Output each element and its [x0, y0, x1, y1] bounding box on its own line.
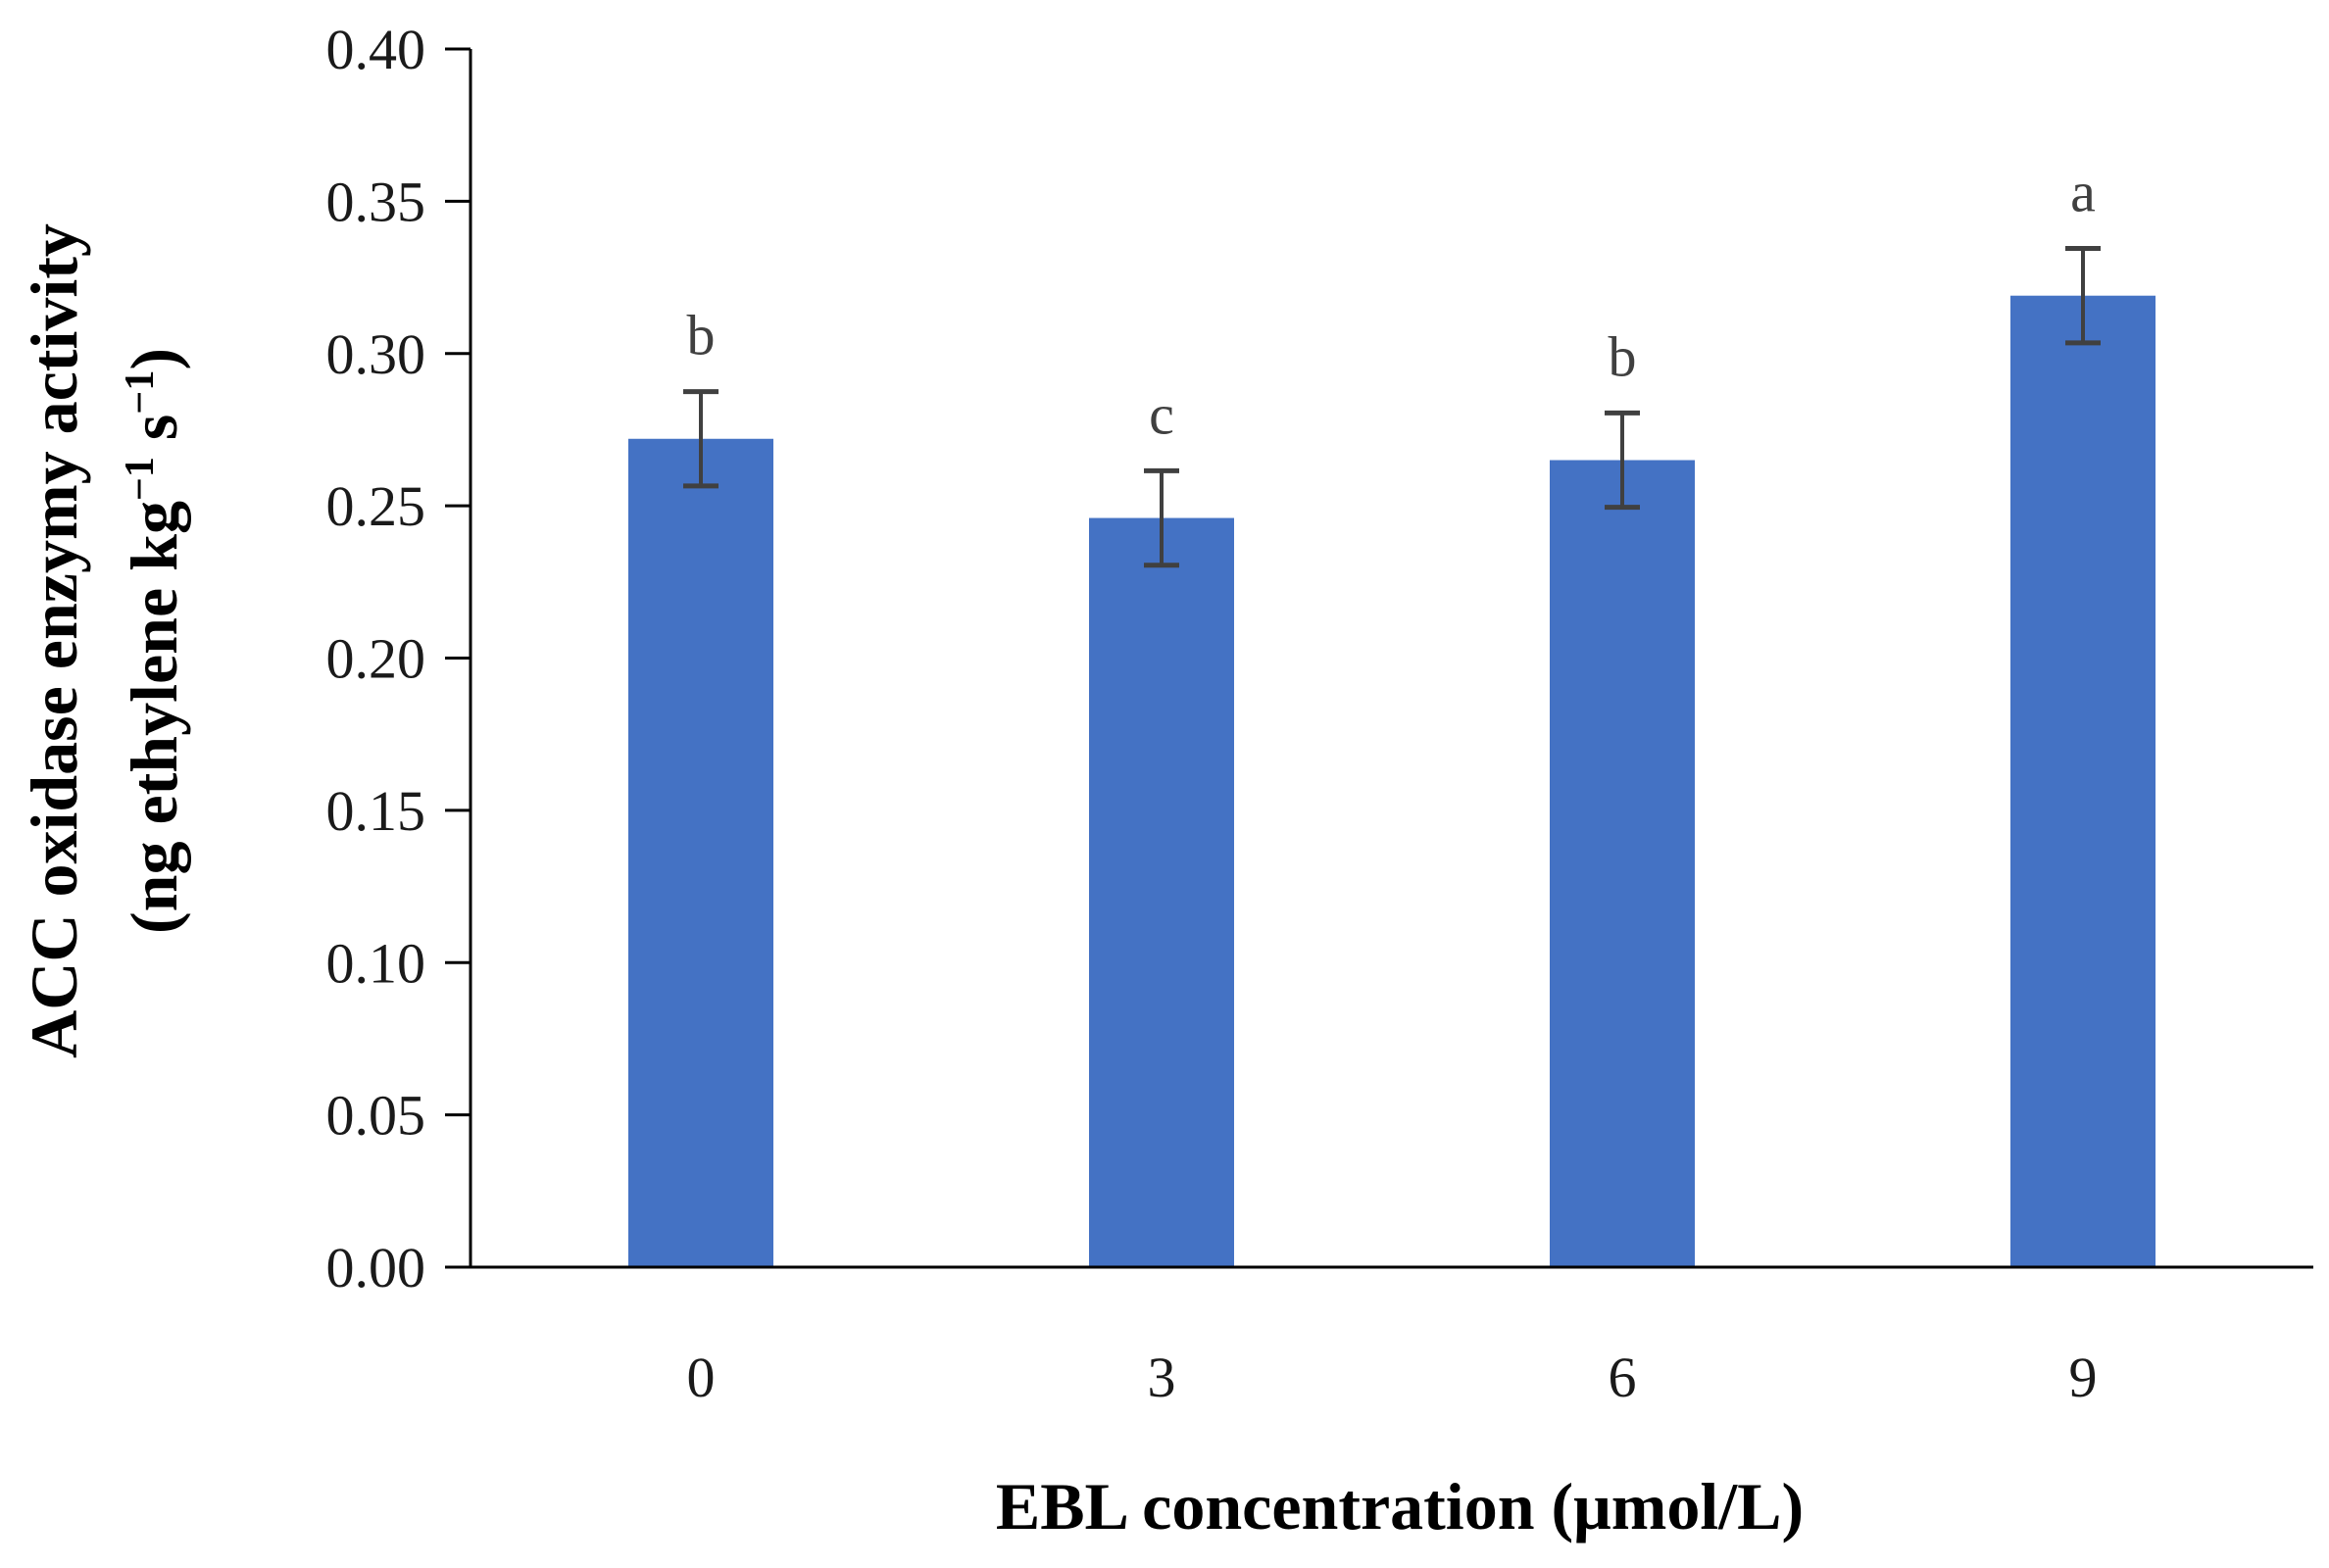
y-axis-unit-post: ): [117, 348, 191, 370]
y-tick-label: 0.10: [326, 931, 426, 995]
x-tick-label: 9: [2069, 1346, 2098, 1409]
bar: [1089, 517, 1234, 1267]
y-tick-label: 0.20: [326, 627, 426, 691]
error-bars-layer: [683, 246, 2101, 568]
x-axis-title: EBL concentration (μmol/L): [996, 1469, 1804, 1544]
y-axis-unit-pre: (ng ethylene kg: [117, 501, 191, 934]
y-tick-label: 0.00: [326, 1236, 426, 1299]
y-tick-label: 0.15: [326, 779, 426, 843]
y-axis-title-line2: (ng ethylene kg−1 s−1): [117, 348, 191, 934]
x-tick-label: 6: [1609, 1346, 1637, 1409]
y-tick-label: 0.30: [326, 322, 426, 386]
x-ticks-layer: 0 3 6 9: [687, 1346, 2098, 1409]
significance-label: b: [1609, 324, 1637, 388]
x-tick-label: 0: [687, 1346, 716, 1409]
significance-labels-layer: b c b a: [687, 161, 2096, 447]
significance-label: a: [2070, 161, 2096, 224]
significance-label: b: [687, 304, 716, 368]
significance-label: c: [1149, 382, 1174, 446]
bar: [628, 438, 773, 1267]
bars-layer: [628, 295, 2156, 1267]
x-tick-label: 3: [1148, 1346, 1176, 1409]
y-axis-title: ACC oxidase enzymy activity (ng ethylene…: [17, 223, 191, 1058]
y-tick-label: 0.05: [326, 1084, 426, 1148]
y-tick-label: 0.25: [326, 474, 426, 538]
y-ticks-layer: 0.00 0.05 0.10 0.15 0.20 0.25 0.30 0.35 0.40: [326, 18, 471, 1299]
bar: [1550, 460, 1695, 1267]
y-tick-label: 0.40: [326, 18, 426, 81]
y-axis-unit-mid: s: [117, 415, 191, 457]
y-tick-label: 0.35: [326, 170, 426, 233]
y-axis-unit-sup1: −1: [118, 457, 163, 501]
y-axis-unit-sup2: −1: [118, 370, 163, 415]
bar: [2010, 295, 2156, 1267]
y-axis-title-line1: ACC oxidase enzymy activity: [17, 223, 91, 1058]
